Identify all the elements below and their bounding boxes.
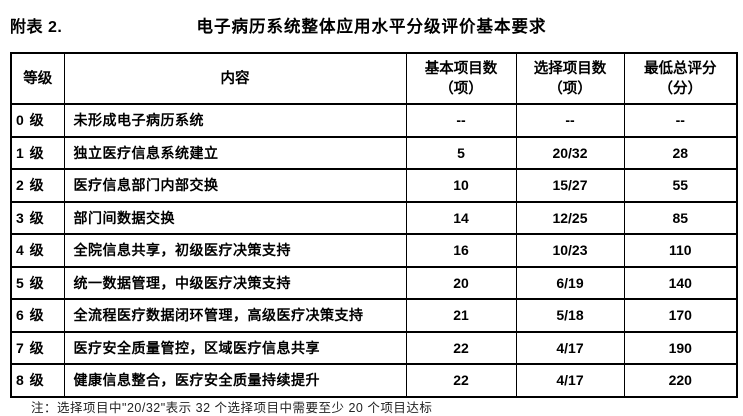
table-row: 2 级 医疗信息部门内部交换 10 15/27 55	[10, 168, 738, 203]
min-score-cell: 85	[623, 200, 738, 235]
table-row: 6 级 全流程医疗数据闭环管理，高级医疗决策支持 21 5/18 170	[10, 298, 738, 333]
content-cell: 统一数据管理，中级医疗决策支持	[63, 265, 407, 300]
level-cell: 4 级	[10, 233, 65, 268]
table-row: 5 级 统一数据管理，中级医疗决策支持 20 6/19 140	[10, 265, 738, 300]
level-cell: 2 级	[10, 168, 65, 203]
min-score-cell: 55	[623, 168, 738, 203]
optional-items-cell: 15/27	[515, 168, 625, 203]
basic-items-cell: --	[405, 103, 517, 138]
level-cell: 5 级	[10, 265, 65, 300]
column-header-basic-items: 基本项目数 （项）	[405, 52, 517, 105]
basic-items-cell: 16	[405, 233, 517, 268]
min-score-cell: 220	[623, 363, 738, 398]
table-row: 1 级 独立医疗信息系统建立 5 20/32 28	[10, 135, 738, 170]
optional-items-cell: 20/32	[515, 135, 625, 170]
grading-requirements-table: 等级 内容 基本项目数 （项） 选择项目数 （项） 最低总评分 （分） 0 级 …	[10, 52, 738, 398]
level-cell: 8 级	[10, 363, 65, 398]
content-cell: 未形成电子病历系统	[63, 103, 407, 138]
min-score-cell: 110	[623, 233, 738, 268]
optional-items-cell: 10/23	[515, 233, 625, 268]
column-header-content: 内容	[63, 52, 407, 105]
column-header-optional-items: 选择项目数 （项）	[515, 52, 625, 105]
optional-items-cell: 4/17	[515, 330, 625, 365]
table-row: 3 级 部门间数据交换 14 12/25 85	[10, 200, 738, 235]
level-cell: 1 级	[10, 135, 65, 170]
level-cell: 6 级	[10, 298, 65, 333]
basic-items-cell: 5	[405, 135, 517, 170]
optional-items-cell: 12/25	[515, 200, 625, 235]
title-row: 附表 2. 电子病历系统整体应用水平分级评价基本要求	[10, 13, 733, 36]
header-row: 等级 内容 基本项目数 （项） 选择项目数 （项） 最低总评分 （分）	[10, 52, 738, 105]
content-cell: 健康信息整合，医疗安全质量持续提升	[63, 363, 407, 398]
page-title: 电子病历系统整体应用水平分级评价基本要求	[196, 18, 547, 36]
content-cell: 部门间数据交换	[63, 200, 407, 235]
table-row: 0 级 未形成电子病历系统 -- -- --	[10, 103, 738, 138]
min-score-cell: 170	[623, 298, 738, 333]
min-score-cell: --	[623, 103, 738, 138]
level-cell: 3 级	[10, 200, 65, 235]
content-cell: 全院信息共享，初级医疗决策支持	[63, 233, 407, 268]
column-header-min-score: 最低总评分 （分）	[623, 52, 738, 105]
min-score-cell: 140	[623, 265, 738, 300]
table-row: 4 级 全院信息共享，初级医疗决策支持 16 10/23 110	[10, 233, 738, 268]
footnote: 注：选择项目中"20/32"表示 32 个选择项目中需要至少 20 个项目达标	[31, 401, 433, 415]
basic-items-cell: 14	[405, 200, 517, 235]
table-row: 7 级 医疗安全质量管控，区域医疗信息共享 22 4/17 190	[10, 330, 738, 365]
min-score-cell: 190	[623, 330, 738, 365]
basic-items-cell: 22	[405, 330, 517, 365]
basic-items-cell: 22	[405, 363, 517, 398]
min-score-cell: 28	[623, 135, 738, 170]
basic-items-cell: 21	[405, 298, 517, 333]
optional-items-cell: 6/19	[515, 265, 625, 300]
optional-items-cell: --	[515, 103, 625, 138]
appendix-label: 附表 2.	[10, 19, 63, 36]
optional-items-cell: 4/17	[515, 363, 625, 398]
content-cell: 医疗信息部门内部交换	[63, 168, 407, 203]
content-cell: 独立医疗信息系统建立	[63, 135, 407, 170]
content-cell: 全流程医疗数据闭环管理，高级医疗决策支持	[63, 298, 407, 333]
table-body: 0 级 未形成电子病历系统 -- -- -- 1 级 独立医疗信息系统建立 5 …	[10, 103, 738, 398]
document-page: { "page": { "label": "附表 2.", "title": "…	[10, 13, 738, 415]
table-header: 等级 内容 基本项目数 （项） 选择项目数 （项） 最低总评分 （分）	[10, 52, 738, 105]
column-header-level: 等级	[10, 52, 65, 105]
basic-items-cell: 20	[405, 265, 517, 300]
table-row: 8 级 健康信息整合，医疗安全质量持续提升 22 4/17 220	[10, 363, 738, 398]
content-cell: 医疗安全质量管控，区域医疗信息共享	[63, 330, 407, 365]
level-cell: 7 级	[10, 330, 65, 365]
basic-items-cell: 10	[405, 168, 517, 203]
optional-items-cell: 5/18	[515, 298, 625, 333]
level-cell: 0 级	[10, 103, 65, 138]
